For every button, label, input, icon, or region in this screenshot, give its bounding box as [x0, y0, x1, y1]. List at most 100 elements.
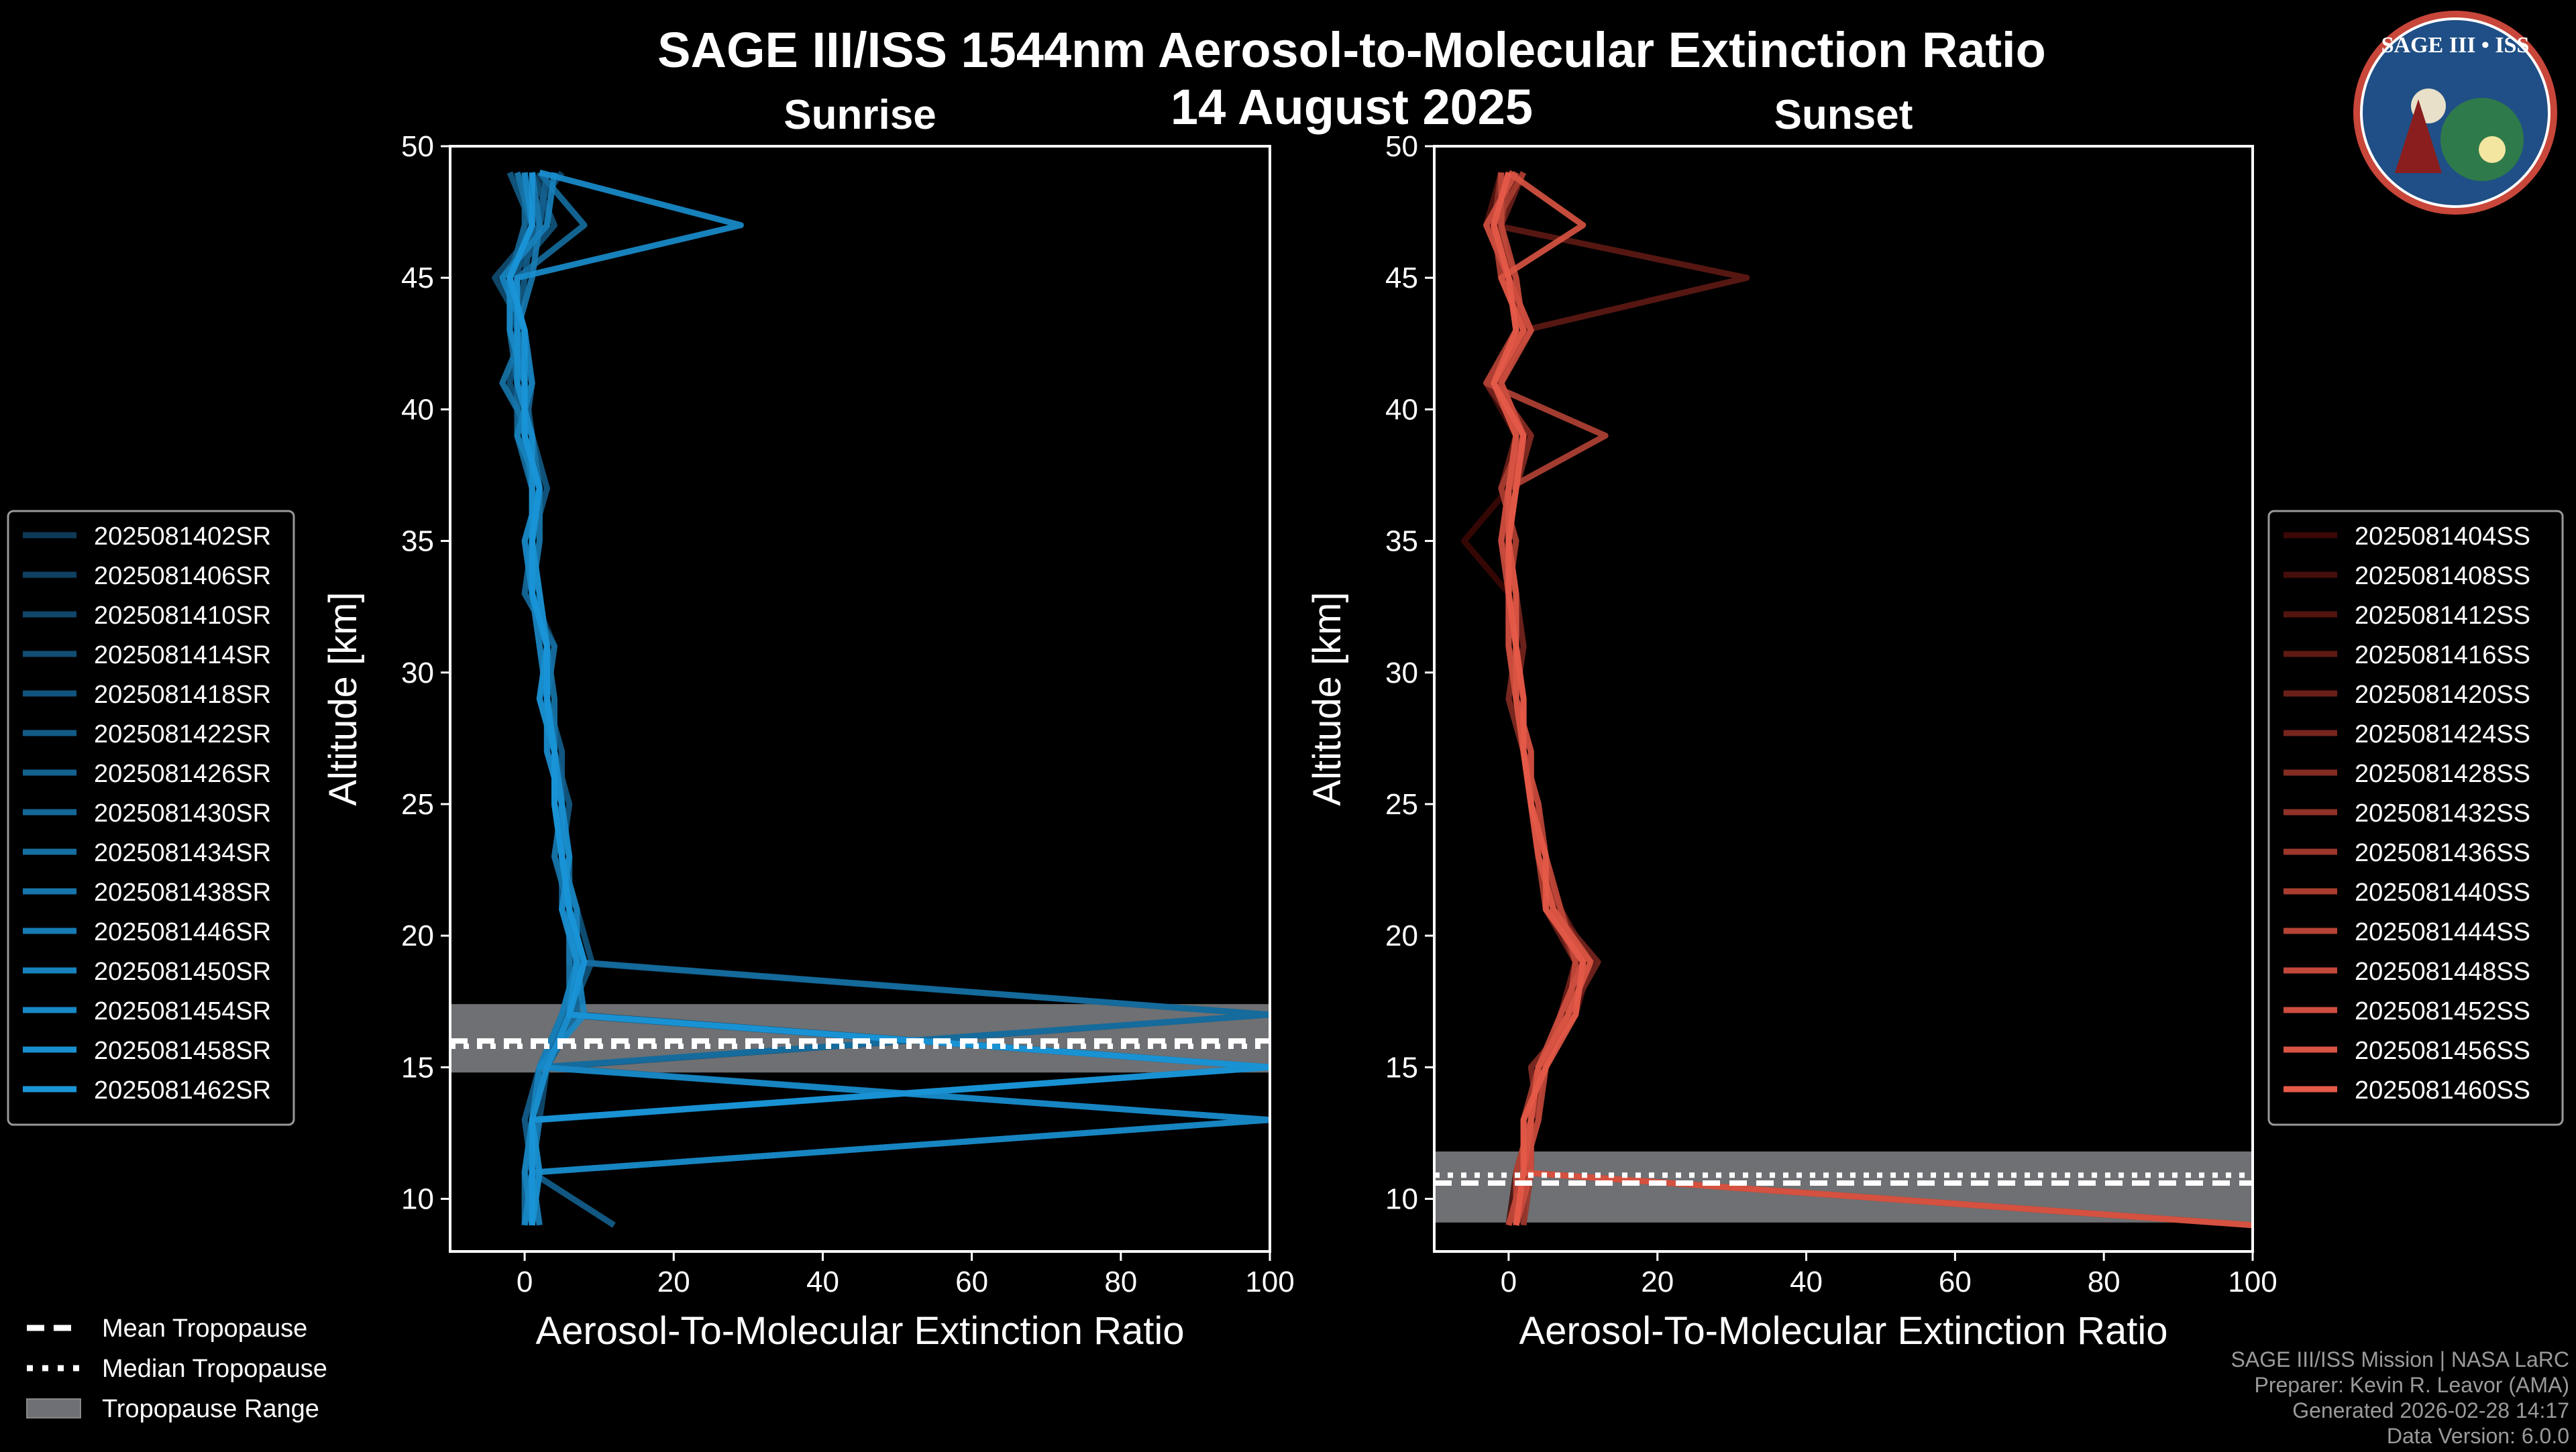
- legend-label: 2025081452SS: [2355, 997, 2530, 1025]
- y-axis-label: Altitude [km]: [321, 592, 365, 805]
- footer-version: Data Version: 6.0.0: [2387, 1424, 2569, 1448]
- sage-logo: SAGE III • ISS: [2353, 11, 2557, 215]
- y-tick-label: 30: [1385, 657, 1418, 689]
- series-legend-sunrise: 2025081402SR 2025081406SR 2025081410SR 2025…: [7, 510, 295, 1126]
- x-axis-label: Aerosol-To-Molecular Extinction Ratio: [1519, 1309, 2167, 1353]
- legend-label: 2025081444SS: [2355, 918, 2530, 946]
- x-tick-label: 60: [955, 1266, 988, 1298]
- y-tick-label: 10: [1385, 1183, 1418, 1216]
- legend-label: 2025081418SR: [94, 681, 271, 709]
- x-tick-label: 60: [1939, 1266, 1972, 1298]
- x-tick-label: 100: [2228, 1266, 2277, 1298]
- panel-title: Sunset: [1774, 92, 1913, 138]
- panel-sunrise: Sunrise 0 20 40 60 80 100 10 15 20 25 30 35 40 45 50 Aer…: [7, 92, 1295, 1353]
- legend-label: 2025081440SS: [2355, 879, 2530, 907]
- legend-label: 2025081430SR: [94, 799, 271, 828]
- x-tick-label: 80: [2088, 1266, 2121, 1298]
- figure-date: 14 August 2025: [1171, 79, 1533, 135]
- profile-lines: [1460, 170, 2253, 1229]
- profile-line-2025081456SS: [1491, 170, 2253, 1229]
- legend-label: 2025081456SS: [2355, 1037, 2530, 1065]
- legend-box: [2267, 510, 2564, 1126]
- y-tick-label: 35: [401, 525, 434, 558]
- y-tick-label: 50: [1385, 130, 1418, 163]
- y-tick-label: 25: [401, 788, 434, 821]
- y-tick-label: 45: [1385, 262, 1418, 294]
- legend-label: 2025081434SR: [94, 839, 271, 867]
- y-tick-label: 10: [401, 1183, 434, 1216]
- profile-lines: [492, 169, 1270, 1228]
- footer: SAGE III/ISS Mission | NASA LaRC Prepare…: [2231, 1347, 2569, 1448]
- x-tick-label: 20: [1641, 1266, 1674, 1298]
- legend-label: 2025081412SS: [2355, 602, 2530, 630]
- y-tick-label: 40: [401, 393, 434, 426]
- legend-label: 2025081458SR: [94, 1037, 271, 1065]
- legend-label: 2025081424SS: [2355, 720, 2530, 748]
- y-tick-label: 50: [401, 130, 434, 163]
- footer-generated: Generated 2026-02-28 14:17: [2292, 1398, 2569, 1422]
- footer-preparer: Preparer: Kevin R. Leavor (AMA): [2255, 1373, 2570, 1397]
- x-tick-label: 20: [657, 1266, 690, 1298]
- y-tick-label: 15: [1385, 1051, 1418, 1084]
- legend-label: 2025081420SS: [2355, 681, 2530, 709]
- legend-label: 2025081416SS: [2355, 641, 2530, 669]
- legend-label: 2025081462SR: [94, 1076, 271, 1105]
- legend-label: 2025081414SR: [94, 641, 271, 669]
- x-tick-label: 100: [1245, 1266, 1294, 1298]
- legend-label: 2025081402SR: [94, 522, 271, 551]
- profile-line-2025081424SS: [1483, 171, 1601, 1225]
- legend-label: 2025081448SS: [2355, 958, 2530, 986]
- legend-label: 2025081426SR: [94, 760, 271, 788]
- legend-label: 2025081450SR: [94, 958, 271, 986]
- y-tick-label: 20: [401, 919, 434, 952]
- y-tick-label: 40: [1385, 393, 1418, 426]
- legend-label: 2025081446SR: [94, 918, 271, 946]
- legend-label: 2025081454SR: [94, 997, 271, 1025]
- legend-label: 2025081438SR: [94, 879, 271, 907]
- mean-tropopause-label: Mean Tropopause: [102, 1315, 307, 1343]
- y-tick-label: 45: [401, 262, 434, 294]
- x-axis-label: Aerosol-To-Molecular Extinction Ratio: [535, 1309, 1184, 1353]
- y-tick-label: 20: [1385, 919, 1418, 952]
- panel-sunset: Sunset 0 20 40 60 80 100 10 15 20 25 30 35 40 45 50 Aero…: [1305, 92, 2564, 1353]
- y-tick-label: 15: [401, 1051, 434, 1084]
- tropopause-range-label: Tropopause Range: [102, 1395, 319, 1423]
- x-tick-label: 40: [1790, 1266, 1823, 1298]
- legend-box: [7, 510, 295, 1126]
- median-tropopause-label: Median Tropopause: [102, 1355, 327, 1383]
- plot-frame: [1433, 145, 2254, 1253]
- legend-label: 2025081410SR: [94, 602, 271, 630]
- profile-line-2025081462SR: [506, 172, 1270, 1225]
- panel-title: Sunrise: [784, 92, 936, 138]
- x-tick-label: 0: [517, 1266, 533, 1298]
- y-tick-label: 35: [1385, 525, 1418, 558]
- tropopause-legend: Mean Tropopause Median Tropopause Tropop…: [26, 1315, 327, 1423]
- x-tick-label: 80: [1104, 1266, 1137, 1298]
- legend-label: 2025081428SS: [2355, 760, 2530, 788]
- profile-line-2025081440SS: [1491, 170, 2253, 1229]
- legend-label: 2025081404SS: [2355, 522, 2530, 551]
- legend-label: 2025081408SS: [2355, 562, 2530, 590]
- figure-title: SAGE III/ISS 1544nm Aerosol-to-Molecular…: [657, 22, 2046, 78]
- x-tick-label: 0: [1501, 1266, 1517, 1298]
- profile-line-2025081420SS: [1491, 171, 2253, 1229]
- y-axis-label: Altitude [km]: [1305, 592, 1349, 805]
- legend-label: 2025081436SS: [2355, 839, 2530, 867]
- profile-line-2025081458SR: [514, 169, 744, 1226]
- tropopause-range-swatch: [26, 1398, 81, 1418]
- footer-mission: SAGE III/ISS Mission | NASA LaRC: [2231, 1347, 2569, 1372]
- y-tick-label: 30: [401, 657, 434, 689]
- series-legend-sunset: 2025081404SS 2025081408SS 2025081412SS 2025…: [2267, 510, 2564, 1126]
- tropopause-range-band: [1434, 1151, 2253, 1223]
- y-tick-label: 25: [1385, 788, 1418, 821]
- svg-text:SAGE III • ISS: SAGE III • ISS: [2381, 33, 2530, 58]
- legend-label: 2025081422SR: [94, 720, 271, 748]
- legend-label: 2025081406SR: [94, 562, 271, 590]
- profile-line-2025081460SS: [1491, 171, 1587, 1226]
- plot-frame: [449, 145, 1271, 1253]
- x-tick-label: 40: [806, 1266, 839, 1298]
- legend-label: 2025081460SS: [2355, 1076, 2530, 1105]
- legend-label: 2025081432SS: [2355, 799, 2530, 828]
